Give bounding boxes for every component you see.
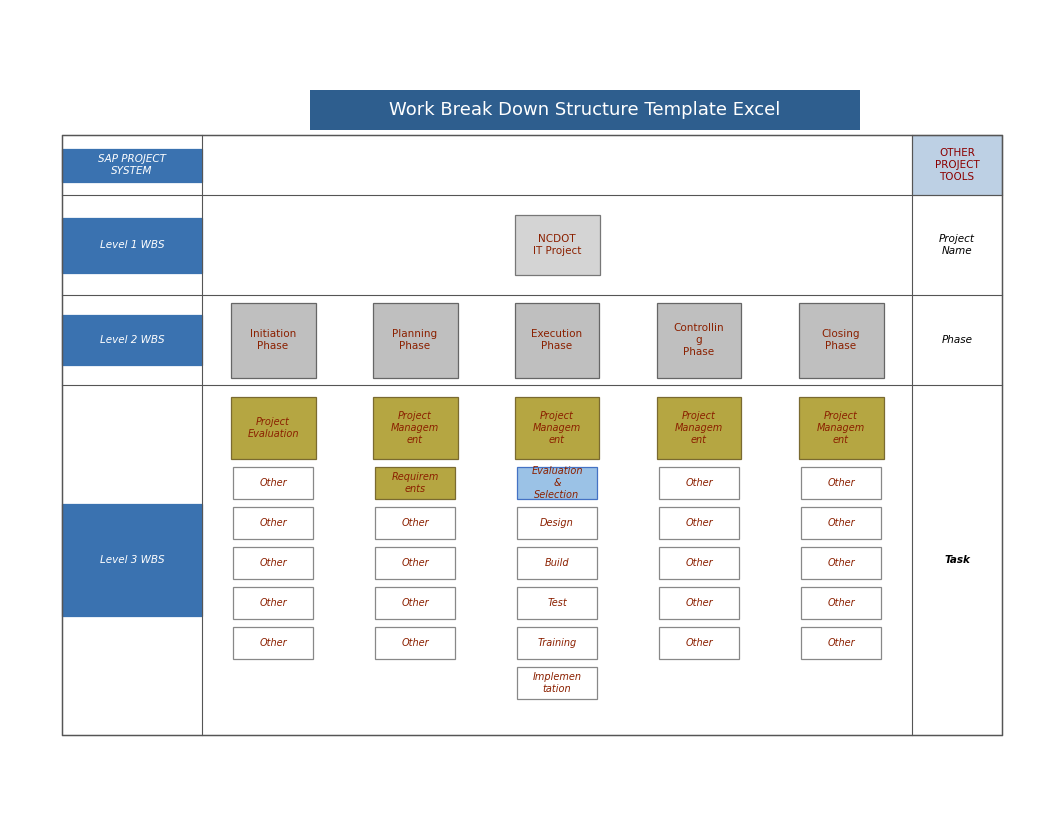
Text: Project
Managem
ent: Project Managem ent — [674, 412, 723, 444]
FancyBboxPatch shape — [517, 627, 597, 659]
Text: Project
Managem
ent: Project Managem ent — [533, 412, 581, 444]
FancyBboxPatch shape — [801, 467, 880, 499]
FancyBboxPatch shape — [912, 135, 1002, 195]
FancyBboxPatch shape — [372, 397, 458, 459]
FancyBboxPatch shape — [310, 90, 860, 130]
FancyBboxPatch shape — [659, 547, 739, 579]
Text: Project
Name: Project Name — [939, 234, 975, 256]
FancyBboxPatch shape — [517, 547, 597, 579]
Text: Project
Managem
ent: Project Managem ent — [391, 412, 439, 444]
FancyBboxPatch shape — [62, 504, 202, 616]
Text: Phase: Phase — [942, 335, 972, 345]
FancyBboxPatch shape — [62, 315, 202, 364]
Text: Level 3 WBS: Level 3 WBS — [99, 555, 164, 565]
Text: Implemen
tation: Implemen tation — [533, 672, 581, 694]
FancyBboxPatch shape — [517, 507, 597, 539]
FancyBboxPatch shape — [798, 302, 884, 377]
FancyBboxPatch shape — [659, 467, 739, 499]
FancyBboxPatch shape — [62, 149, 202, 181]
FancyBboxPatch shape — [515, 215, 599, 275]
FancyBboxPatch shape — [659, 587, 739, 619]
Text: Requirem
ents: Requirem ents — [391, 472, 439, 493]
FancyBboxPatch shape — [515, 302, 599, 377]
FancyBboxPatch shape — [798, 397, 884, 459]
Text: Other: Other — [828, 558, 855, 568]
Text: Level 2 WBS: Level 2 WBS — [99, 335, 164, 345]
Text: Task: Task — [944, 555, 970, 565]
FancyBboxPatch shape — [801, 627, 880, 659]
Text: Other: Other — [685, 518, 712, 528]
FancyBboxPatch shape — [375, 507, 455, 539]
Text: Other: Other — [259, 518, 286, 528]
Text: Other: Other — [685, 598, 712, 608]
Text: Other: Other — [828, 638, 855, 648]
Text: Level 1 WBS: Level 1 WBS — [99, 240, 164, 250]
FancyBboxPatch shape — [801, 587, 880, 619]
FancyBboxPatch shape — [656, 397, 742, 459]
Text: Training: Training — [537, 638, 577, 648]
Text: Other: Other — [685, 478, 712, 488]
FancyBboxPatch shape — [801, 507, 880, 539]
FancyBboxPatch shape — [515, 397, 599, 459]
FancyBboxPatch shape — [517, 667, 597, 699]
Text: Initiation
Phase: Initiation Phase — [249, 329, 296, 350]
Text: Other: Other — [402, 638, 429, 648]
FancyBboxPatch shape — [372, 302, 458, 377]
Text: Other: Other — [259, 598, 286, 608]
FancyBboxPatch shape — [375, 467, 455, 499]
Text: Test: Test — [548, 598, 567, 608]
Text: Design: Design — [540, 518, 574, 528]
Text: Build: Build — [544, 558, 570, 568]
Text: Other: Other — [828, 478, 855, 488]
FancyBboxPatch shape — [233, 587, 313, 619]
Text: Closing
Phase: Closing Phase — [821, 329, 860, 350]
Text: Evaluation
&
Selection: Evaluation & Selection — [532, 467, 582, 500]
FancyBboxPatch shape — [375, 627, 455, 659]
FancyBboxPatch shape — [230, 397, 315, 459]
Text: Other: Other — [259, 558, 286, 568]
Text: Other: Other — [402, 598, 429, 608]
FancyBboxPatch shape — [233, 627, 313, 659]
FancyBboxPatch shape — [517, 467, 597, 499]
Text: Other: Other — [685, 558, 712, 568]
Text: Work Break Down Structure Template Excel: Work Break Down Structure Template Excel — [389, 101, 781, 119]
Text: Other: Other — [402, 558, 429, 568]
FancyBboxPatch shape — [517, 587, 597, 619]
FancyBboxPatch shape — [375, 547, 455, 579]
FancyBboxPatch shape — [233, 547, 313, 579]
FancyBboxPatch shape — [659, 507, 739, 539]
Text: Other: Other — [828, 598, 855, 608]
FancyBboxPatch shape — [659, 627, 739, 659]
Text: Controllin
g
Phase: Controllin g Phase — [673, 324, 724, 356]
Text: Execution
Phase: Execution Phase — [532, 329, 582, 350]
Text: Planning
Phase: Planning Phase — [392, 329, 438, 350]
Text: Project
Managem
ent: Project Managem ent — [817, 412, 865, 444]
FancyBboxPatch shape — [801, 547, 880, 579]
Text: Other: Other — [259, 478, 286, 488]
Text: Other: Other — [402, 518, 429, 528]
Text: Other: Other — [828, 518, 855, 528]
Text: SAP PROJECT
SYSTEM: SAP PROJECT SYSTEM — [98, 154, 166, 176]
FancyBboxPatch shape — [233, 507, 313, 539]
Text: NCDOT
IT Project: NCDOT IT Project — [533, 234, 581, 256]
FancyBboxPatch shape — [656, 302, 742, 377]
FancyBboxPatch shape — [375, 587, 455, 619]
Text: Project
Evaluation: Project Evaluation — [247, 417, 299, 439]
FancyBboxPatch shape — [62, 217, 202, 273]
Text: Other: Other — [259, 638, 286, 648]
FancyBboxPatch shape — [230, 302, 315, 377]
FancyBboxPatch shape — [233, 467, 313, 499]
Text: Other: Other — [685, 638, 712, 648]
Text: OTHER
PROJECT
TOOLS: OTHER PROJECT TOOLS — [934, 149, 980, 181]
